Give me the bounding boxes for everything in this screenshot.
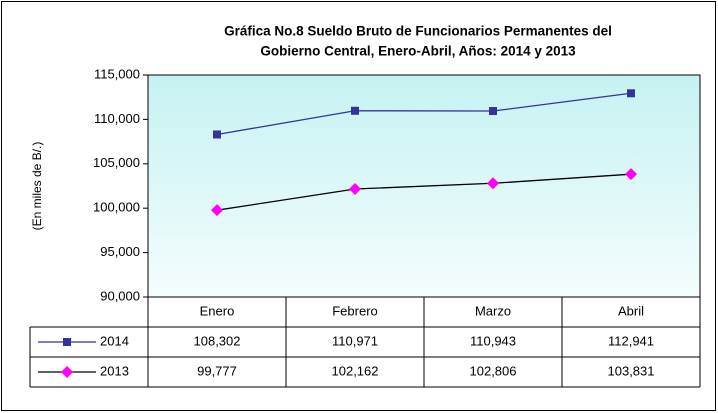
table-value: 108,302 <box>194 333 241 348</box>
point <box>213 130 221 139</box>
series-line <box>216 173 632 211</box>
point <box>625 168 637 181</box>
point <box>63 338 71 346</box>
point <box>61 366 73 378</box>
point <box>487 177 499 190</box>
point <box>349 183 361 196</box>
chart-title: Gráfica No.8 Sueldo Bruto de Funcionario… <box>224 24 612 39</box>
table-value: 102,806 <box>470 363 517 378</box>
y-tick-label: 90,000 <box>100 288 140 303</box>
table-value: 110,943 <box>470 333 516 348</box>
x-tick-label: Marzo <box>475 303 511 318</box>
table-value: 102,162 <box>332 363 379 378</box>
x-tick-label: Enero <box>200 303 235 318</box>
y-tick-label: 105,000 <box>93 155 140 170</box>
point <box>211 204 223 217</box>
y-axis-label: (En miles de B/.) <box>30 142 44 231</box>
y-tick-label: 100,000 <box>93 200 140 215</box>
series-line <box>216 92 632 136</box>
legend-label: 2014 <box>100 333 129 348</box>
point <box>627 89 635 98</box>
table-value: 110,971 <box>332 333 378 348</box>
point <box>489 107 497 116</box>
y-tick-label: 110,000 <box>94 111 140 126</box>
legend-label: 2013 <box>100 363 129 378</box>
point <box>351 106 359 115</box>
table-value: 112,941 <box>608 333 654 348</box>
x-tick-label: Febrero <box>332 303 378 318</box>
y-tick-label: 115,000 <box>94 66 140 81</box>
chart-title: Gobierno Central, Enero-Abril, Años: 201… <box>260 44 576 59</box>
y-tick-label: 95,000 <box>100 244 140 259</box>
x-tick-label: Abril <box>618 303 644 318</box>
table-value: 99,777 <box>197 363 237 378</box>
table-value: 103,831 <box>608 363 655 378</box>
